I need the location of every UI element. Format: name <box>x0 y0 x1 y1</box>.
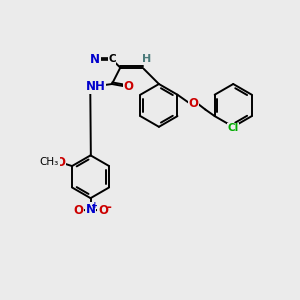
Text: N: N <box>90 53 100 66</box>
Text: +: + <box>92 201 99 210</box>
Text: O: O <box>73 204 83 218</box>
Text: C: C <box>108 54 116 64</box>
Text: N: N <box>85 203 96 216</box>
Text: H: H <box>142 54 151 64</box>
Text: CH₃: CH₃ <box>40 158 59 167</box>
Text: O: O <box>123 80 133 94</box>
Text: O: O <box>188 97 198 110</box>
Text: Cl: Cl <box>228 123 239 133</box>
Text: O: O <box>56 156 66 169</box>
Text: -: - <box>106 202 111 214</box>
Text: NH: NH <box>86 80 106 94</box>
Text: O: O <box>98 204 108 218</box>
